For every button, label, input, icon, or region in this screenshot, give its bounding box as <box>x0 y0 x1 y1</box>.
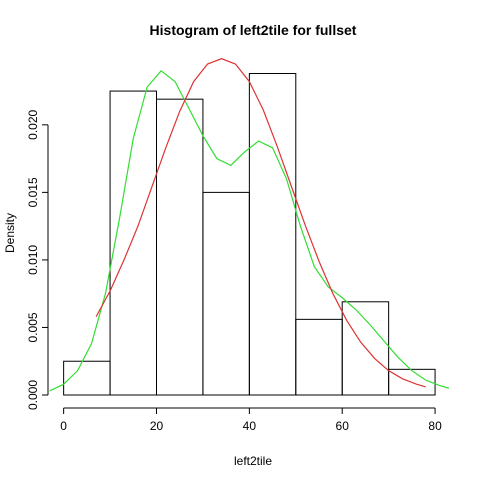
histogram-bar <box>202 191 250 396</box>
histogram-bar <box>388 368 436 396</box>
x-tick-label: 20 <box>150 419 164 433</box>
y-axis: 0.000 0.005 0.010 0.015 0.020 <box>26 109 49 410</box>
x-tick-label: 0 <box>60 419 67 433</box>
histogram-bar <box>341 301 390 396</box>
density-curves <box>49 58 450 392</box>
y-tick-label: 0.010 <box>26 245 40 275</box>
x-tick-label: 40 <box>243 419 257 433</box>
x-tick-label: 60 <box>336 419 350 433</box>
y-axis-label: Density <box>3 213 17 253</box>
x-tick-label: 80 <box>428 419 442 433</box>
histogram-bars <box>63 73 436 396</box>
x-axis-label: left2tile <box>234 454 272 468</box>
histogram-bar <box>156 98 204 396</box>
y-tick-label: 0.015 <box>26 177 40 207</box>
histogram-bar <box>248 73 297 396</box>
density-curve <box>95 58 426 388</box>
density-curve <box>49 69 450 392</box>
y-tick-label: 0.020 <box>26 109 40 139</box>
x-axis: 0 20 40 60 80 <box>60 407 442 433</box>
y-tick-label: 0.005 <box>26 312 40 342</box>
histogram-bar <box>295 318 343 396</box>
y-tick-label: 0.000 <box>26 380 40 410</box>
chart-title: Histogram of left2tile for fullset <box>150 22 357 38</box>
